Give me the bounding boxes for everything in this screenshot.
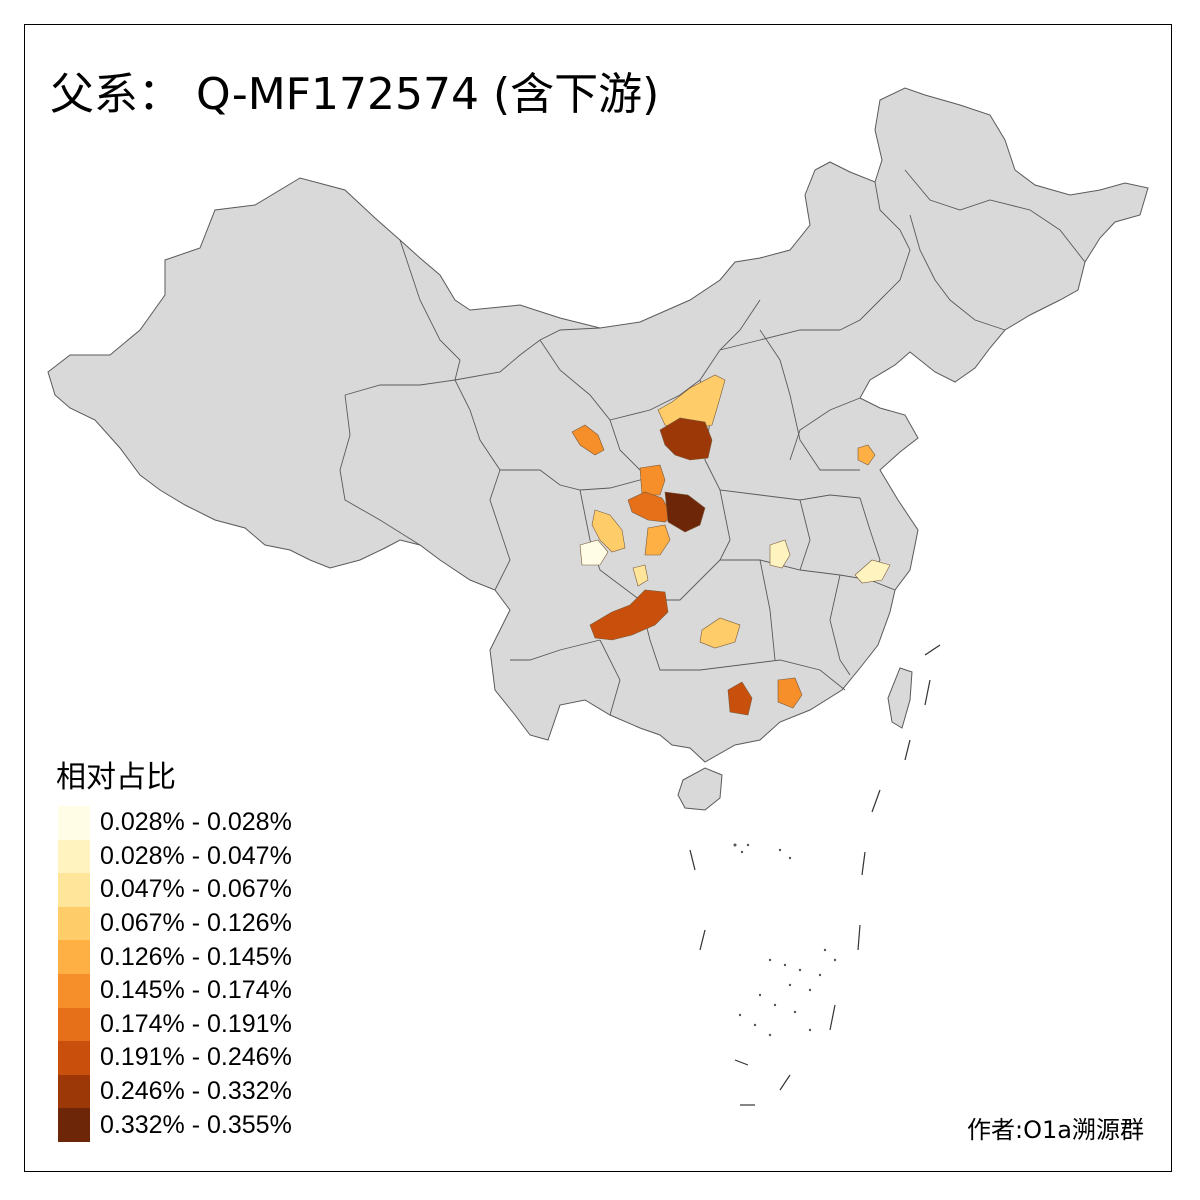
legend-item: 0.145% - 0.174% xyxy=(58,973,292,1008)
region-anhui-west xyxy=(769,539,791,569)
legend-item: 0.191% - 0.246% xyxy=(58,1041,292,1075)
legend-swatch xyxy=(58,806,90,840)
region-zhejiang-north xyxy=(854,559,891,584)
legend-label: 0.191% - 0.246% xyxy=(100,1043,292,1072)
legend-item: 0.126% - 0.145% xyxy=(58,940,292,974)
legend-title: 相对占比 xyxy=(56,760,176,795)
region-chongqing xyxy=(632,564,649,587)
south-china-sea-markings xyxy=(689,644,941,1106)
region-guizhou xyxy=(589,589,669,641)
region-guangxi xyxy=(727,681,753,716)
legend-label: 0.067% - 0.126% xyxy=(100,909,292,938)
china-landmass xyxy=(47,87,1149,763)
region-chengdu xyxy=(579,539,609,566)
legend-label: 0.047% - 0.067% xyxy=(100,875,292,904)
legend: 0.028% - 0.028% 0.028% - 0.047% 0.047% - 0… xyxy=(58,806,292,1142)
region-central-shaanxi xyxy=(659,417,713,461)
legend-item: 0.332% - 0.355% xyxy=(58,1108,292,1142)
legend-item: 0.174% - 0.191% xyxy=(58,1007,292,1042)
legend-label: 0.126% - 0.145% xyxy=(100,942,292,971)
choropleth-regions xyxy=(571,374,891,716)
legend-swatch xyxy=(58,940,90,974)
legend-swatch xyxy=(58,1041,90,1075)
legend-label: 0.246% - 0.332% xyxy=(100,1077,292,1106)
legend-swatch xyxy=(58,1108,90,1142)
legend-label: 0.332% - 0.355% xyxy=(100,1110,292,1139)
legend-swatch xyxy=(58,873,90,907)
region-sichuan-north xyxy=(591,509,626,553)
author-credit: 作者:O1a溯源群 xyxy=(967,1116,1144,1144)
legend-swatch xyxy=(58,1074,90,1109)
legend-swatch xyxy=(58,906,90,941)
hainan-island xyxy=(677,767,723,811)
legend-swatch xyxy=(58,839,90,874)
region-gansu-south xyxy=(639,464,666,496)
legend-label: 0.028% - 0.028% xyxy=(100,808,292,837)
island-dots xyxy=(733,843,837,1037)
legend-swatch xyxy=(58,1007,90,1042)
region-guangdong xyxy=(777,677,803,709)
region-shandong-east xyxy=(857,444,876,466)
region-hubei-west xyxy=(644,524,671,556)
legend-item: 0.047% - 0.067% xyxy=(58,873,292,907)
legend-item: 0.028% - 0.028% xyxy=(58,806,292,840)
legend-item: 0.028% - 0.047% xyxy=(58,839,292,874)
legend-item: 0.067% - 0.126% xyxy=(58,906,292,941)
legend-label: 0.145% - 0.174% xyxy=(100,976,292,1005)
region-hunan xyxy=(699,617,741,649)
region-henan-west xyxy=(664,491,706,533)
legend-swatch xyxy=(58,973,90,1008)
map-title: 父系： Q-MF172574 (含下游) xyxy=(50,69,660,120)
legend-label: 0.028% - 0.047% xyxy=(100,841,292,870)
region-gansu-east xyxy=(571,424,605,456)
legend-label: 0.174% - 0.191% xyxy=(100,1009,292,1038)
taiwan-island xyxy=(887,667,913,729)
legend-item: 0.246% - 0.332% xyxy=(58,1074,292,1109)
